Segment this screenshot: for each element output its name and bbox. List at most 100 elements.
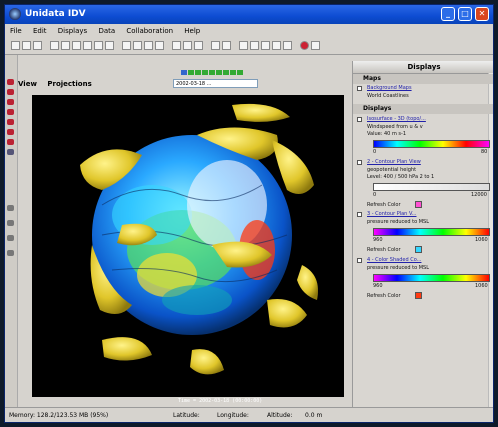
- close-button[interactable]: ✕: [475, 7, 489, 21]
- menu-collaboration[interactable]: Collaboration: [126, 27, 174, 35]
- arrow-icon[interactable]: [211, 41, 220, 50]
- text-icon[interactable]: [261, 41, 270, 50]
- display4-cbar-min: 960: [373, 283, 383, 289]
- display2-link[interactable]: 2 - Contour Plan View: [367, 159, 421, 165]
- view-toolbar-left: [5, 55, 18, 407]
- background-maps-link[interactable]: Background Maps: [367, 85, 412, 91]
- view-bottom-icon[interactable]: [7, 149, 14, 155]
- new-icon[interactable]: [11, 41, 20, 50]
- cancel-icon[interactable]: [311, 41, 320, 50]
- view-menu-projections[interactable]: Projections: [47, 80, 92, 88]
- front-icon[interactable]: [155, 41, 164, 50]
- display3-checkbox[interactable]: [357, 212, 362, 217]
- display2-swatch-label: Refresh Color: [367, 202, 401, 208]
- altitude-value: 0.0 m: [305, 412, 323, 419]
- menu-help[interactable]: Help: [184, 27, 201, 35]
- displays-scrollbar[interactable]: [488, 73, 493, 407]
- point-data-icon[interactable]: [133, 41, 142, 50]
- open-icon[interactable]: [22, 41, 31, 50]
- titlebar: Unidata IDV _ □ ✕: [5, 5, 493, 24]
- background-maps-sub: World Coastlines: [367, 93, 409, 99]
- maps-visible-checkbox[interactable]: [357, 86, 362, 91]
- display4-color-swatch[interactable]: [415, 292, 422, 299]
- display2-colorbar[interactable]: [373, 183, 490, 191]
- movie-icon[interactable]: [183, 41, 192, 50]
- display4-swatch-label: Refresh Color: [367, 293, 401, 299]
- display4-link[interactable]: 4 - Color Shaded Co...: [367, 257, 422, 263]
- view-east-icon[interactable]: [7, 235, 14, 241]
- home-icon[interactable]: [7, 79, 14, 85]
- filter-icon[interactable]: [272, 41, 281, 50]
- animation-progress: [181, 70, 249, 75]
- view-north-icon[interactable]: [7, 205, 14, 211]
- menu-file[interactable]: File: [10, 27, 22, 35]
- menubar: File Edit Displays Data Collaboration He…: [5, 24, 493, 38]
- save-icon[interactable]: [33, 41, 42, 50]
- rotate-icon[interactable]: [7, 109, 14, 115]
- altitude-label: Altitude:: [267, 412, 293, 419]
- view-panel: View Projections 2002-03-18 ...: [18, 55, 346, 407]
- display3-link[interactable]: 3 - Contour Plan V...: [367, 211, 417, 217]
- wrench-icon[interactable]: [239, 41, 248, 50]
- minimize-button[interactable]: _: [441, 7, 455, 21]
- latitude-label: Latitude:: [173, 412, 200, 419]
- display1-sub2: Value: 40 m s-1: [367, 131, 407, 137]
- window-title: Unidata IDV: [25, 9, 86, 19]
- display3-cbar-min: 960: [373, 237, 383, 243]
- display1-checkbox[interactable]: [357, 117, 362, 122]
- data-source-icon[interactable]: [50, 41, 59, 50]
- display3-sub: pressure reduced to MSL: [367, 219, 430, 225]
- display3-cbar-max: 1060: [475, 237, 488, 243]
- view-menubar: View Projections: [18, 80, 92, 88]
- zoom-in-icon[interactable]: [7, 89, 14, 95]
- grid-icon[interactable]: [122, 41, 131, 50]
- display1-colorbar[interactable]: [373, 140, 490, 148]
- radar-icon[interactable]: [83, 41, 92, 50]
- display3-colorbar[interactable]: [373, 228, 490, 236]
- view-top-icon[interactable]: [7, 139, 14, 145]
- scissors-icon[interactable]: [222, 41, 231, 50]
- profiler-icon[interactable]: [105, 41, 114, 50]
- view-west-icon[interactable]: [7, 250, 14, 256]
- image-icon[interactable]: [172, 41, 181, 50]
- sounding-icon[interactable]: [144, 41, 153, 50]
- catalog-icon[interactable]: [72, 41, 81, 50]
- display2-color-swatch[interactable]: [415, 201, 422, 208]
- view-south-icon[interactable]: [7, 220, 14, 226]
- app-icon: [9, 8, 21, 20]
- longitude-label: Longitude:: [217, 412, 249, 419]
- satellite-icon[interactable]: [94, 41, 103, 50]
- menu-data[interactable]: Data: [98, 27, 116, 35]
- globe-icon[interactable]: [283, 41, 292, 50]
- display2-checkbox[interactable]: [357, 160, 362, 165]
- choose-data-icon[interactable]: [61, 41, 70, 50]
- main-toolbar: [5, 38, 493, 55]
- maximize-button[interactable]: □: [458, 7, 472, 21]
- globe-render: [80, 103, 318, 375]
- zoom-out-icon[interactable]: [7, 99, 14, 105]
- time-label: Time = 2002-03-18 (00:00:00): [178, 398, 263, 404]
- display4-colorbar[interactable]: [373, 274, 490, 282]
- stop-icon[interactable]: [300, 41, 309, 50]
- display2-sub2: Level: 400 / 500 hPa 2 to 1: [367, 174, 435, 180]
- display1-link[interactable]: Isosurface - 3D (topo/...: [367, 116, 426, 122]
- display1-cbar-min: 0: [373, 149, 377, 155]
- pencil-icon[interactable]: [250, 41, 259, 50]
- globe-display[interactable]: [32, 95, 344, 397]
- reset-icon[interactable]: [7, 129, 14, 135]
- display3-color-swatch[interactable]: [415, 246, 422, 253]
- display3-swatch-label: Refresh Color: [367, 247, 401, 253]
- menu-edit[interactable]: Edit: [32, 27, 47, 35]
- display2-cbar-max: 12000: [471, 192, 487, 198]
- displays-header[interactable]: Displays: [353, 104, 493, 114]
- display1-sub: Windspeed from u & v: [367, 124, 423, 130]
- pan-icon[interactable]: [7, 119, 14, 125]
- menu-displays[interactable]: Displays: [57, 27, 88, 35]
- display4-checkbox[interactable]: [357, 258, 362, 263]
- time-selector[interactable]: 2002-03-18 ...: [173, 79, 258, 88]
- idv-window: Unidata IDV _ □ ✕ File Edit Displays Dat…: [4, 4, 494, 423]
- memory-readout: Memory: 128.2/123.53 MB (95%): [9, 412, 109, 419]
- view-menu-view[interactable]: View: [18, 80, 37, 88]
- maps-header[interactable]: Maps: [353, 74, 493, 84]
- camera-icon[interactable]: [194, 41, 203, 50]
